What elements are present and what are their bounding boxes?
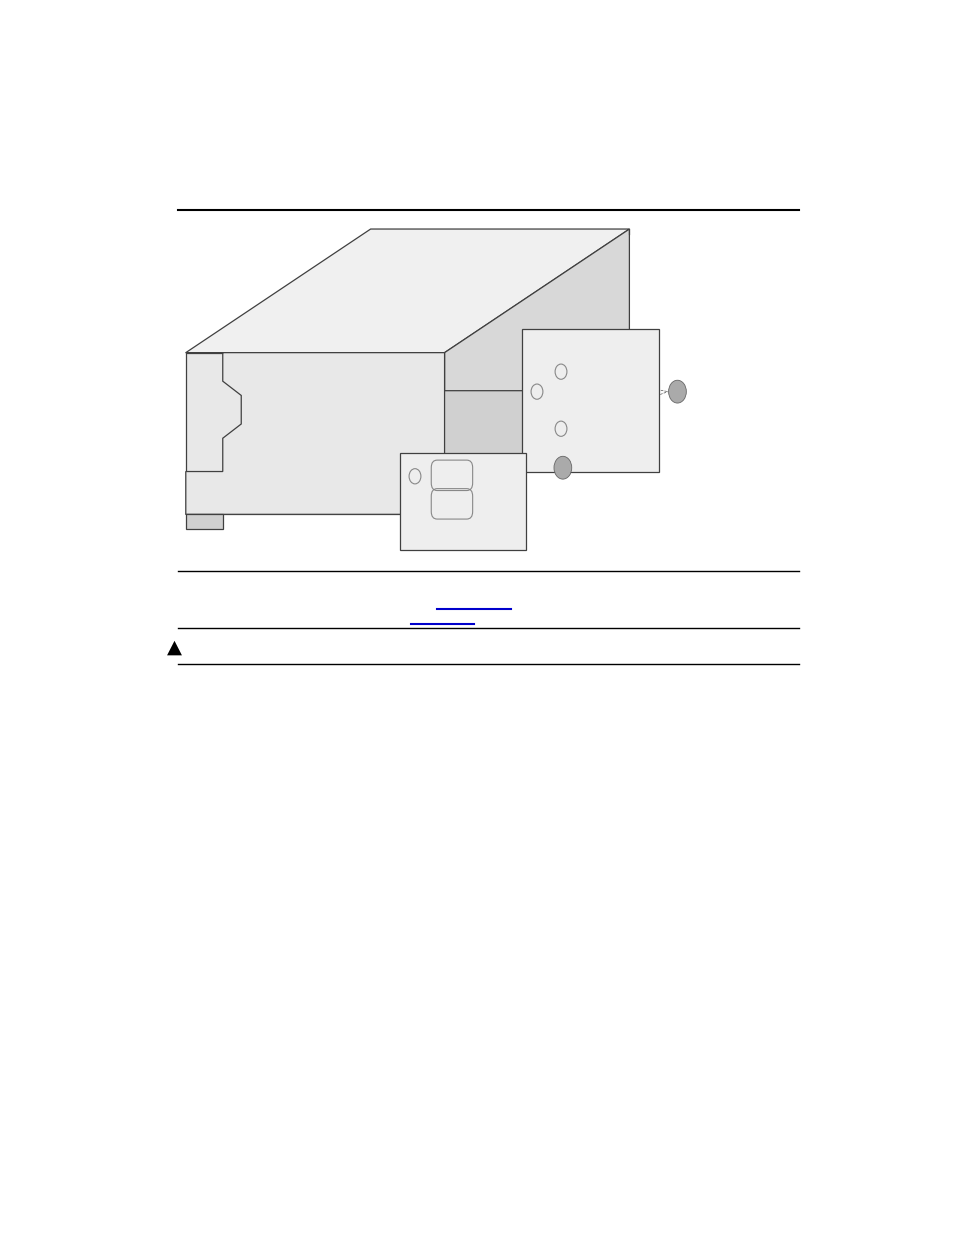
Polygon shape (186, 228, 629, 353)
Polygon shape (186, 514, 222, 529)
Polygon shape (186, 353, 444, 514)
Polygon shape (400, 452, 525, 550)
Circle shape (554, 456, 571, 479)
Circle shape (668, 380, 685, 403)
Text: ▲: ▲ (167, 638, 182, 657)
Polygon shape (444, 228, 629, 514)
Polygon shape (186, 390, 629, 514)
Polygon shape (186, 353, 444, 514)
Polygon shape (521, 329, 659, 472)
